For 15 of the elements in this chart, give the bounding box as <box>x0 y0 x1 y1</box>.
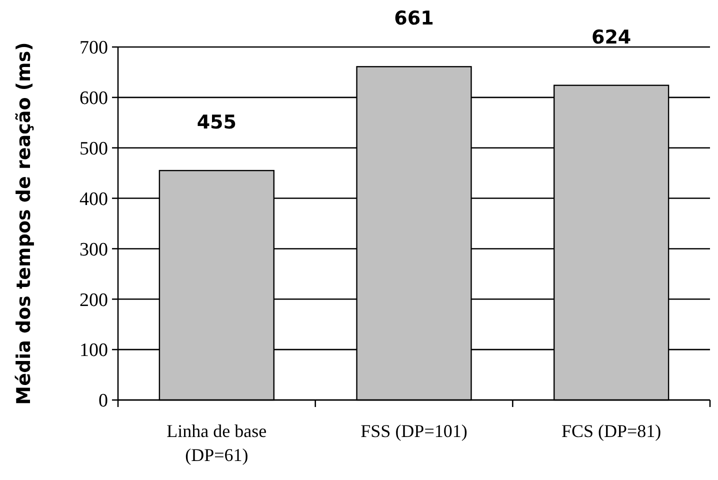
x-tick-label: FSS (DP=101) <box>360 421 468 441</box>
y-tick-label: 500 <box>80 138 108 160</box>
data-label: 455 <box>196 112 237 134</box>
y-tick-label: 300 <box>80 239 108 260</box>
data-label: 661 <box>394 8 434 30</box>
y-tick-label: 600 <box>80 88 108 110</box>
x-tick-label: FCS (DP=81) <box>561 421 662 441</box>
y-axis-title: Média dos tempos de reação (ms) <box>13 42 35 405</box>
y-tick-label: 700 <box>80 38 108 59</box>
x-tick-label: Linha de base (DP=61) <box>166 421 267 465</box>
y-tick-label: 200 <box>80 290 108 311</box>
y-tick-label: 100 <box>80 340 108 362</box>
y-tick-label: 0 <box>98 390 108 412</box>
y-tick-label: 400 <box>80 188 108 210</box>
data-label: 624 <box>591 26 632 48</box>
